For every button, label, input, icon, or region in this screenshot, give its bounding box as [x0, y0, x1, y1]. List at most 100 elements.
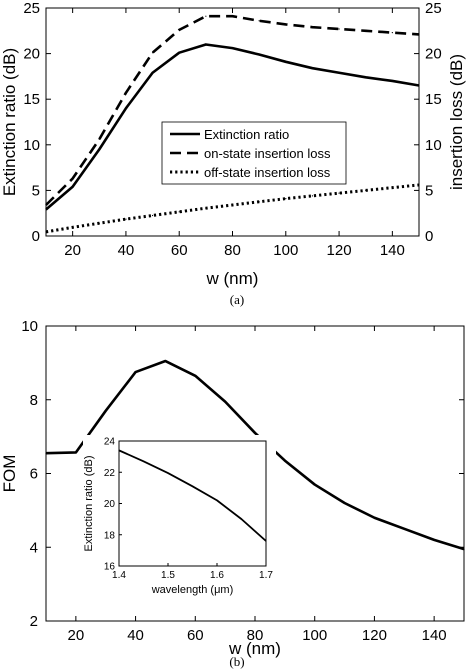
chart-a-series-0-point-6: [205, 43, 207, 46]
chart-a-x-tick-label-2: 60: [171, 242, 188, 259]
chart-b-inset-series-0-point-4: [216, 499, 218, 501]
chart-a-legend-label-2: off-state insertion loss: [204, 165, 331, 180]
chart-a-y2-tick-label-5: 25: [425, 0, 442, 17]
chart-a-series-0-point-8: [258, 53, 260, 56]
chart-a-panel-label: (a): [230, 292, 244, 307]
chart-a-series-2-point-6: [205, 207, 207, 209]
chart-a-series-0-point-10: [311, 67, 314, 69]
chart-a-legend-label-0: Extinction ratio: [204, 127, 289, 142]
chart-b-y-tick-label-2: 6: [30, 466, 38, 483]
chart-b-series-0-point-5: [194, 375, 196, 377]
chart-b-x-axis-label: w (nm): [228, 639, 281, 658]
chart-a-y-tick-label-1: 5: [32, 182, 40, 199]
chart-b-series-0-point-4: [164, 360, 167, 362]
chart-a-series-2-point-2: [98, 222, 100, 224]
chart-b-inset-series-0-point-5: [240, 518, 243, 520]
chart-b-inset-background: [83, 435, 276, 600]
chart-b-inset-x-tick-label-0: 1.4: [112, 570, 126, 581]
chart-a-series-0-point-3: [125, 107, 127, 109]
chart-a-y-axis-label: Extinction ratio (dB): [0, 48, 19, 196]
chart-a-y2-tick-label-1: 5: [425, 182, 433, 199]
chart-b-series-0-point-3: [134, 371, 137, 373]
chart-a-series-0-point-2: [98, 148, 100, 150]
chart-b-inset-x-tick-label-3: 1.7: [259, 570, 273, 581]
chart-b-inset: 1.4 1.5 1.6 1.7 16 18 20 22 24 wavelength (μm) Ext…: [83, 435, 276, 600]
chart-a-series-1-point-5: [178, 29, 180, 31]
chart-a-series-0-point-5: [178, 52, 180, 54]
chart-a-series-2-point-8: [258, 201, 260, 203]
chart-a-y-tick-label-4: 20: [23, 46, 40, 63]
chart-a-series-2-point-10: [311, 195, 314, 197]
chart-a-series-1-point-6: [205, 15, 207, 17]
chart-b-series-0-point-2: [105, 410, 107, 412]
chart-a: 20 40 60 80 100 120 140 0 5 10 15 20 25 0 5 10 15 20 25 w (…: [0, 0, 466, 307]
chart-b-y-tick-label-4: 10: [21, 318, 38, 335]
chart-b-x-tick-label-5: 120: [362, 627, 387, 644]
chart-a-y-tick-label-2: 10: [23, 137, 40, 154]
chart-b-inset-x-tick-label-1: 1.5: [161, 570, 175, 581]
chart-a-series-2-point-14: [418, 184, 420, 186]
chart-a-x-tick-label-3: 80: [224, 242, 241, 259]
chart-b-inset-series-0-point-1: [142, 460, 145, 462]
chart-a-series-1-point-11: [338, 28, 340, 30]
chart-b-series-0-point-13: [433, 539, 435, 541]
chart-b-series-0-point-11: [373, 517, 376, 519]
chart-a-series-2-point-1: [72, 226, 74, 228]
chart-a-x-tick-label-0: 20: [64, 242, 81, 259]
chart-a-x-tick-label-6: 140: [380, 242, 405, 259]
chart-a-series-2-point-12: [365, 189, 367, 191]
chart-a-series-0: [45, 43, 420, 211]
chart-a-y-tick-label-5: 25: [23, 0, 40, 17]
chart-b-series-0-point-14: [463, 548, 465, 550]
chart-b-y-tick-label-0: 2: [30, 613, 38, 630]
chart-b-series-0-point-10: [343, 502, 346, 504]
chart-a-series-0-point-1: [72, 186, 74, 188]
chart-a-series-0-point-13: [391, 80, 393, 82]
chart-b-series-0-point-9: [314, 483, 316, 486]
chart-a-y2-tick-label-2: 10: [425, 137, 442, 154]
chart-a-x-tick-label-1: 40: [118, 242, 135, 259]
chart-a-x-tick-label-4: 100: [273, 242, 298, 259]
chart-b-inset-series-0-point-2: [167, 472, 169, 474]
chart-a-series-1-point-14: [418, 33, 420, 36]
chart-a-y-tick-label-3: 15: [23, 91, 40, 108]
chart-b-x-tick-label-4: 100: [302, 627, 327, 644]
chart-a-y2-tick-label-4: 20: [425, 46, 442, 63]
chart-a-series-2-point-4: [151, 214, 154, 217]
chart-b-y-tick-label-1: 4: [30, 539, 38, 556]
chart-b-series-0-point-7: [254, 432, 256, 434]
chart-b-inset-series-0-point-3: [191, 485, 194, 487]
chart-b-y-tick-label-3: 8: [30, 392, 38, 409]
chart-a-y2-axis-label: insertion loss (dB): [447, 54, 466, 190]
chart-a-series-1-point-10: [311, 26, 314, 28]
chart-a-series-1-point-8: [258, 20, 260, 22]
chart-a-x-axis-label: w (nm): [206, 269, 259, 288]
chart-a-series-0-point-0: [45, 208, 47, 211]
chart-a-series-1-point-9: [285, 23, 287, 26]
chart-b-x-tick-label-0: 20: [68, 627, 85, 644]
chart-a-series-1-point-1: [72, 177, 74, 180]
chart-b-inset-series-0-point-0: [118, 449, 120, 451]
chart-b-x-tick-label-6: 140: [422, 627, 447, 644]
chart-b-series-0-point-0: [45, 452, 47, 454]
chart-a-series-1-point-3: [125, 92, 127, 94]
chart-a-series-0-point-9: [285, 61, 287, 63]
chart-b-panel-label: (b): [229, 654, 244, 669]
chart-a-series-1-point-2: [98, 138, 100, 140]
chart-b-x-tick-label-1: 40: [127, 627, 144, 644]
chart-b-series-0-point-8: [284, 459, 286, 462]
chart-a-series-1-point-4: [151, 52, 154, 54]
chart-b-inset-y-axis-label: Extinction ratio (dB): [83, 456, 95, 552]
chart-a-series-0-point-14: [418, 84, 420, 87]
chart-a-series-2-point-0: [45, 231, 47, 233]
chart-a-series-0-point-7: [231, 47, 234, 49]
chart-a-y2-tick-label-0: 0: [425, 228, 433, 245]
chart-b-inset-x-axis-label: wavelength (μm): [151, 584, 234, 596]
chart-b-series-0-point-6: [224, 400, 226, 403]
chart-a-series-2-point-13: [391, 187, 393, 189]
chart-b-inset-x-tick-label-2: 1.6: [210, 570, 224, 581]
chart-a-series-1-point-7: [231, 15, 234, 17]
chart-a-series-1-point-12: [365, 30, 367, 32]
chart-b-x-tick-label-2: 60: [187, 627, 204, 644]
